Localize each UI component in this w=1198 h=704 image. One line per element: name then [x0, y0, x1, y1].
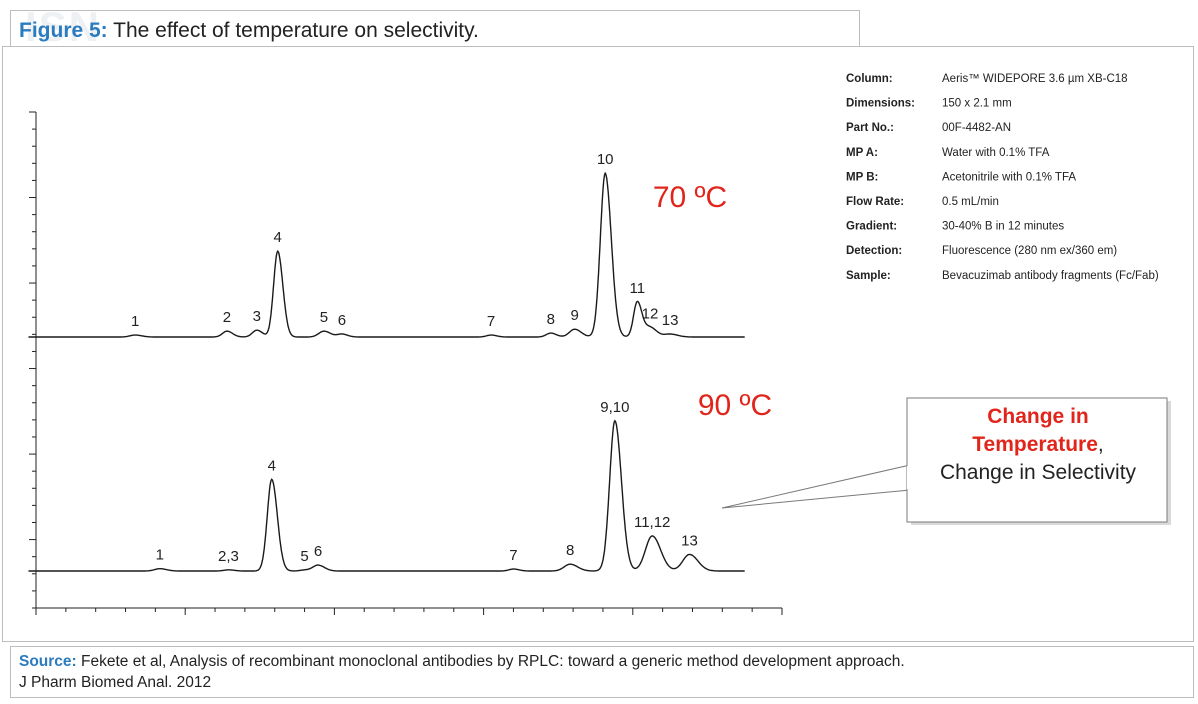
peak-label: 11,12 — [634, 514, 670, 531]
peak-label: 6 — [338, 312, 346, 329]
chart-axes — [29, 111, 783, 615]
peak-label: 9 — [570, 307, 578, 324]
peak-label: 5 — [300, 548, 308, 565]
condition-value: Aeris™ WIDEPORE 3.6 µm XB-C18 — [942, 73, 1128, 85]
peak-label: 8 — [566, 542, 574, 559]
chart-traces — [28, 171, 745, 572]
peak-label: 5 — [320, 309, 328, 326]
peak-label: 1 — [156, 547, 164, 564]
condition-value: Water with 0.1% TFA — [942, 147, 1050, 159]
condition-key: Flow Rate: — [846, 196, 904, 208]
source-label: Source: — [19, 653, 77, 670]
condition-key: Dimensions: — [846, 98, 915, 110]
peak-label: 6 — [314, 543, 322, 560]
condition-key: Gradient: — [846, 221, 897, 233]
peak-label: 1 — [131, 313, 139, 330]
peak-label: 13 — [681, 532, 698, 549]
callout-line-2: Temperature — [972, 433, 1098, 456]
figure-title-tab: ISN Figure 5: The effect of temperature … — [10, 3, 860, 50]
figure-title-text: The effect of temperature on selectivity… — [113, 19, 479, 42]
watermark-text: ISN — [25, 3, 102, 50]
source-line-2: J Pharm Biomed Anal. 2012 — [19, 674, 212, 691]
peak-label: 8 — [547, 311, 555, 328]
callout-text: Change in Temperature, Change in Selecti… — [910, 403, 1166, 487]
condition-key: Part No.: — [846, 122, 894, 134]
peak-label: 9,10 — [600, 399, 629, 416]
trace-line-90c — [28, 419, 745, 572]
condition-key: Sample: — [846, 270, 891, 282]
condition-value: Bevacuzimab antibody fragments (Fc/Fab) — [942, 270, 1159, 282]
peak-label: 7 — [509, 547, 517, 564]
condition-value: Fluorescence (280 nm ex/360 em) — [942, 245, 1117, 257]
peak-label: 12 — [642, 305, 659, 322]
callout-shape — [721, 397, 1171, 525]
peak-label: 4 — [274, 229, 282, 246]
callout-line-1: Change in — [987, 405, 1089, 428]
series-label-90c: 90 ºC — [698, 389, 772, 422]
callout-comma: , — [1097, 433, 1104, 456]
peak-label: 3 — [253, 308, 261, 325]
peak-label: 7 — [487, 313, 495, 330]
condition-value: 0.5 mL/min — [942, 196, 999, 208]
condition-value: 150 x 2.1 mm — [942, 98, 1012, 110]
peak-label: 13 — [662, 312, 679, 329]
condition-value: Acetonitrile with 0.1% TFA — [942, 171, 1076, 183]
callout-line-3: Change in Selectivity — [939, 461, 1137, 484]
condition-key: Detection: — [846, 245, 902, 257]
source-box: Source: Fekete et al, Analysis of recomb… — [10, 646, 1194, 698]
condition-key: Column: — [846, 73, 893, 85]
condition-key: MP A: — [846, 147, 878, 159]
callout-pointer — [721, 464, 911, 509]
trace-line-70c — [28, 171, 745, 338]
peak-label: 10 — [597, 151, 614, 168]
figure-label: Figure 5: — [19, 19, 108, 42]
condition-key: MP B: — [846, 171, 878, 183]
source-line-1: Source: Fekete et al, Analysis of recomb… — [19, 651, 1185, 672]
source-text: Fekete et al, Analysis of recombinant mo… — [81, 653, 905, 670]
peak-label: 4 — [268, 457, 276, 474]
conditions-table: Column: Aeris™ WIDEPORE 3.6 µm XB-C18 Dime… — [846, 73, 1159, 282]
chart-panel — [2, 46, 1194, 642]
callout-box — [906, 397, 1168, 523]
peak-label: 2 — [223, 309, 231, 326]
callout-line-2-wrap: Temperature, — [910, 431, 1166, 459]
series-labels: 70 ºC 90 ºC — [653, 181, 772, 422]
condition-value: 00F-4482-AN — [942, 122, 1011, 134]
peak-label: 2,3 — [218, 548, 239, 565]
series-label-70c: 70 ºC — [653, 181, 727, 214]
condition-value: 30-40% B in 12 minutes — [942, 221, 1064, 233]
figure-title: Figure 5: The effect of temperature on s… — [19, 19, 479, 43]
peak-label: 11 — [629, 280, 645, 297]
